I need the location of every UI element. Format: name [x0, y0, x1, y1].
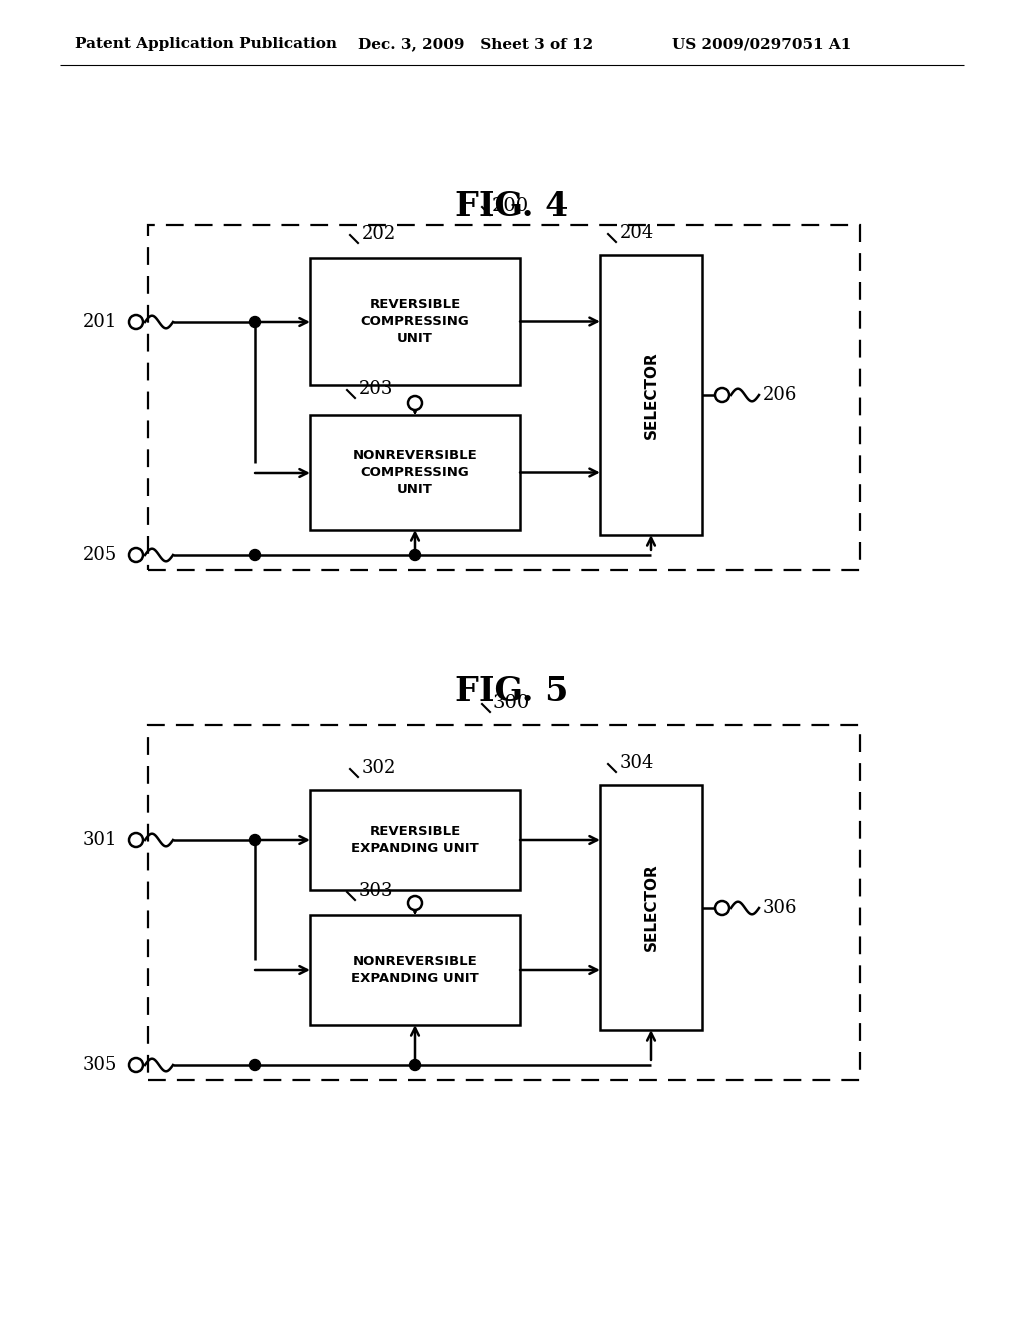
- Bar: [310, 915, 520, 1026]
- Text: 205: 205: [83, 546, 118, 564]
- Circle shape: [250, 549, 260, 561]
- Circle shape: [250, 834, 260, 846]
- Text: US 2009/0297051 A1: US 2009/0297051 A1: [672, 37, 851, 51]
- Circle shape: [410, 1060, 421, 1071]
- Circle shape: [129, 1059, 143, 1072]
- Text: 305: 305: [83, 1056, 118, 1074]
- Text: 203: 203: [359, 380, 393, 399]
- Circle shape: [408, 396, 422, 411]
- Text: 306: 306: [763, 899, 798, 917]
- Text: 202: 202: [362, 224, 396, 243]
- Circle shape: [408, 896, 422, 909]
- Text: FIG. 4: FIG. 4: [456, 190, 568, 223]
- Text: REVERSIBLE
COMPRESSING
UNIT: REVERSIBLE COMPRESSING UNIT: [360, 298, 469, 345]
- Circle shape: [715, 902, 729, 915]
- Text: 301: 301: [83, 832, 118, 849]
- Text: 304: 304: [620, 754, 654, 772]
- Text: SELECTOR: SELECTOR: [643, 863, 658, 952]
- Text: NONREVERSIBLE
COMPRESSING
UNIT: NONREVERSIBLE COMPRESSING UNIT: [352, 449, 477, 496]
- Text: REVERSIBLE
EXPANDING UNIT: REVERSIBLE EXPANDING UNIT: [351, 825, 479, 855]
- Bar: [310, 789, 520, 890]
- Text: SELECTOR: SELECTOR: [643, 351, 658, 438]
- Text: FIG. 5: FIG. 5: [456, 675, 568, 708]
- Bar: [310, 257, 520, 385]
- Circle shape: [715, 388, 729, 403]
- Text: Patent Application Publication: Patent Application Publication: [75, 37, 337, 51]
- Text: Dec. 3, 2009   Sheet 3 of 12: Dec. 3, 2009 Sheet 3 of 12: [358, 37, 593, 51]
- Bar: [148, 224, 860, 570]
- Text: 303: 303: [359, 882, 393, 900]
- Circle shape: [410, 549, 421, 561]
- Text: 200: 200: [492, 197, 529, 215]
- Bar: [600, 255, 702, 535]
- Text: 300: 300: [492, 694, 529, 711]
- Bar: [148, 725, 860, 1080]
- Bar: [600, 785, 702, 1030]
- Text: 206: 206: [763, 385, 798, 404]
- Circle shape: [250, 317, 260, 327]
- Circle shape: [129, 833, 143, 847]
- Bar: [310, 414, 520, 531]
- Circle shape: [129, 315, 143, 329]
- Circle shape: [129, 548, 143, 562]
- Text: 302: 302: [362, 759, 396, 777]
- Circle shape: [250, 1060, 260, 1071]
- Text: NONREVERSIBLE
EXPANDING UNIT: NONREVERSIBLE EXPANDING UNIT: [351, 954, 479, 985]
- Text: 204: 204: [620, 224, 654, 242]
- Text: 201: 201: [83, 313, 118, 331]
